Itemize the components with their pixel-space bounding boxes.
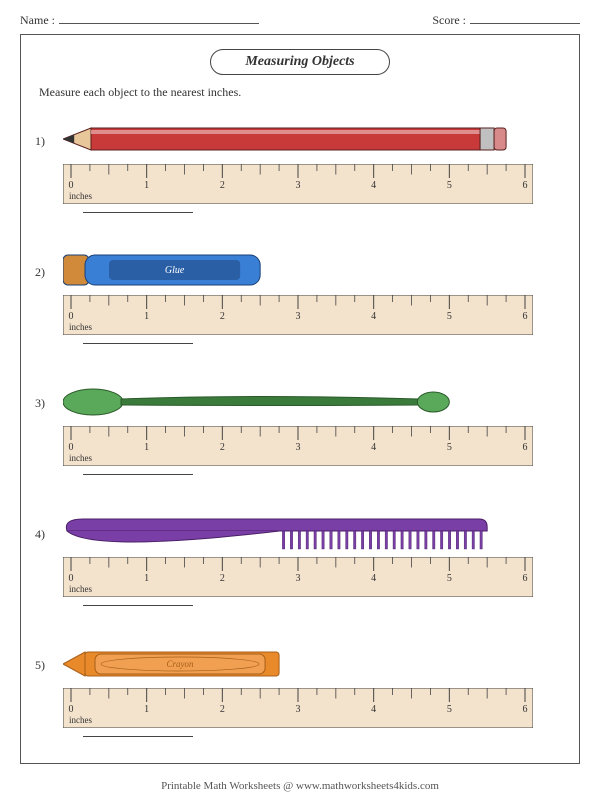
- svg-text:0: 0: [69, 442, 74, 453]
- svg-text:5: 5: [447, 442, 452, 453]
- svg-text:inches: inches: [69, 453, 92, 463]
- svg-text:5: 5: [447, 180, 452, 191]
- footer-text: Printable Math Worksheets @ www.mathwork…: [0, 780, 600, 792]
- answer-blank[interactable]: [83, 343, 193, 344]
- svg-text:5: 5: [447, 573, 452, 584]
- svg-text:1: 1: [144, 573, 149, 584]
- svg-text:inches: inches: [69, 322, 92, 332]
- svg-text:4: 4: [371, 311, 376, 322]
- svg-text:1: 1: [144, 180, 149, 191]
- svg-text:6: 6: [523, 311, 528, 322]
- problem-2: 2)Glue0123456inches: [39, 239, 561, 367]
- worksheet-header: Name : Score :: [20, 12, 580, 28]
- svg-text:inches: inches: [69, 715, 92, 725]
- name-blank[interactable]: [59, 12, 259, 24]
- svg-text:3: 3: [296, 311, 301, 322]
- svg-text:6: 6: [523, 573, 528, 584]
- object-spoon: [63, 374, 533, 424]
- svg-text:0: 0: [69, 180, 74, 191]
- instruction-text: Measure each object to the nearest inche…: [39, 85, 561, 100]
- problem-number: 4): [35, 527, 45, 542]
- score-label: Score :: [432, 13, 466, 28]
- svg-text:5: 5: [447, 311, 452, 322]
- svg-text:3: 3: [296, 704, 301, 715]
- object-glue: Glue: [63, 243, 533, 293]
- problem-5: 5)Crayon0123456inches: [39, 632, 561, 760]
- ruler: 0 1 2 3 4 5 6 inches: [63, 164, 533, 204]
- svg-text:3: 3: [296, 180, 301, 191]
- problem-1: 1)0123456inches: [39, 108, 561, 236]
- worksheet-frame: Measuring Objects Measure each object to…: [20, 34, 580, 764]
- svg-text:Crayon: Crayon: [167, 659, 195, 669]
- svg-text:3: 3: [296, 442, 301, 453]
- svg-text:1: 1: [144, 311, 149, 322]
- score-blank[interactable]: [470, 12, 580, 24]
- svg-text:6: 6: [523, 442, 528, 453]
- svg-text:4: 4: [371, 704, 376, 715]
- svg-text:1: 1: [144, 442, 149, 453]
- answer-blank[interactable]: [83, 736, 193, 737]
- svg-text:2: 2: [220, 573, 225, 584]
- worksheet-title: Measuring Objects: [210, 49, 390, 75]
- svg-text:6: 6: [523, 704, 528, 715]
- ruler: 0 1 2 3 4 5 6 inches: [63, 557, 533, 597]
- problem-3: 3)0123456inches: [39, 370, 561, 498]
- svg-text:0: 0: [69, 573, 74, 584]
- svg-text:6: 6: [523, 180, 528, 191]
- svg-text:Glue: Glue: [165, 265, 185, 276]
- svg-text:4: 4: [371, 442, 376, 453]
- svg-text:0: 0: [69, 704, 74, 715]
- answer-blank[interactable]: [83, 605, 193, 606]
- svg-text:0: 0: [69, 311, 74, 322]
- object-comb: [63, 505, 533, 555]
- problem-number: 2): [35, 265, 45, 280]
- ruler: 0 1 2 3 4 5 6 inches: [63, 688, 533, 728]
- svg-text:1: 1: [144, 704, 149, 715]
- svg-text:inches: inches: [69, 191, 92, 201]
- answer-blank[interactable]: [83, 212, 193, 213]
- svg-text:inches: inches: [69, 584, 92, 594]
- svg-text:4: 4: [371, 180, 376, 191]
- svg-text:2: 2: [220, 442, 225, 453]
- object-pencil: [63, 112, 533, 162]
- answer-blank[interactable]: [83, 474, 193, 475]
- object-crayon: Crayon: [63, 636, 533, 686]
- svg-text:5: 5: [447, 704, 452, 715]
- name-field: Name :: [20, 12, 259, 28]
- problem-number: 5): [35, 658, 45, 673]
- svg-text:4: 4: [371, 573, 376, 584]
- ruler: 0 1 2 3 4 5 6 inches: [63, 426, 533, 466]
- svg-text:3: 3: [296, 573, 301, 584]
- name-label: Name :: [20, 13, 55, 28]
- problem-4: 4)0123456inches: [39, 501, 561, 629]
- ruler: 0 1 2 3 4 5 6 inches: [63, 295, 533, 335]
- score-field: Score :: [432, 12, 580, 28]
- svg-text:2: 2: [220, 180, 225, 191]
- svg-text:2: 2: [220, 311, 225, 322]
- svg-text:2: 2: [220, 704, 225, 715]
- problem-number: 3): [35, 396, 45, 411]
- problem-number: 1): [35, 134, 45, 149]
